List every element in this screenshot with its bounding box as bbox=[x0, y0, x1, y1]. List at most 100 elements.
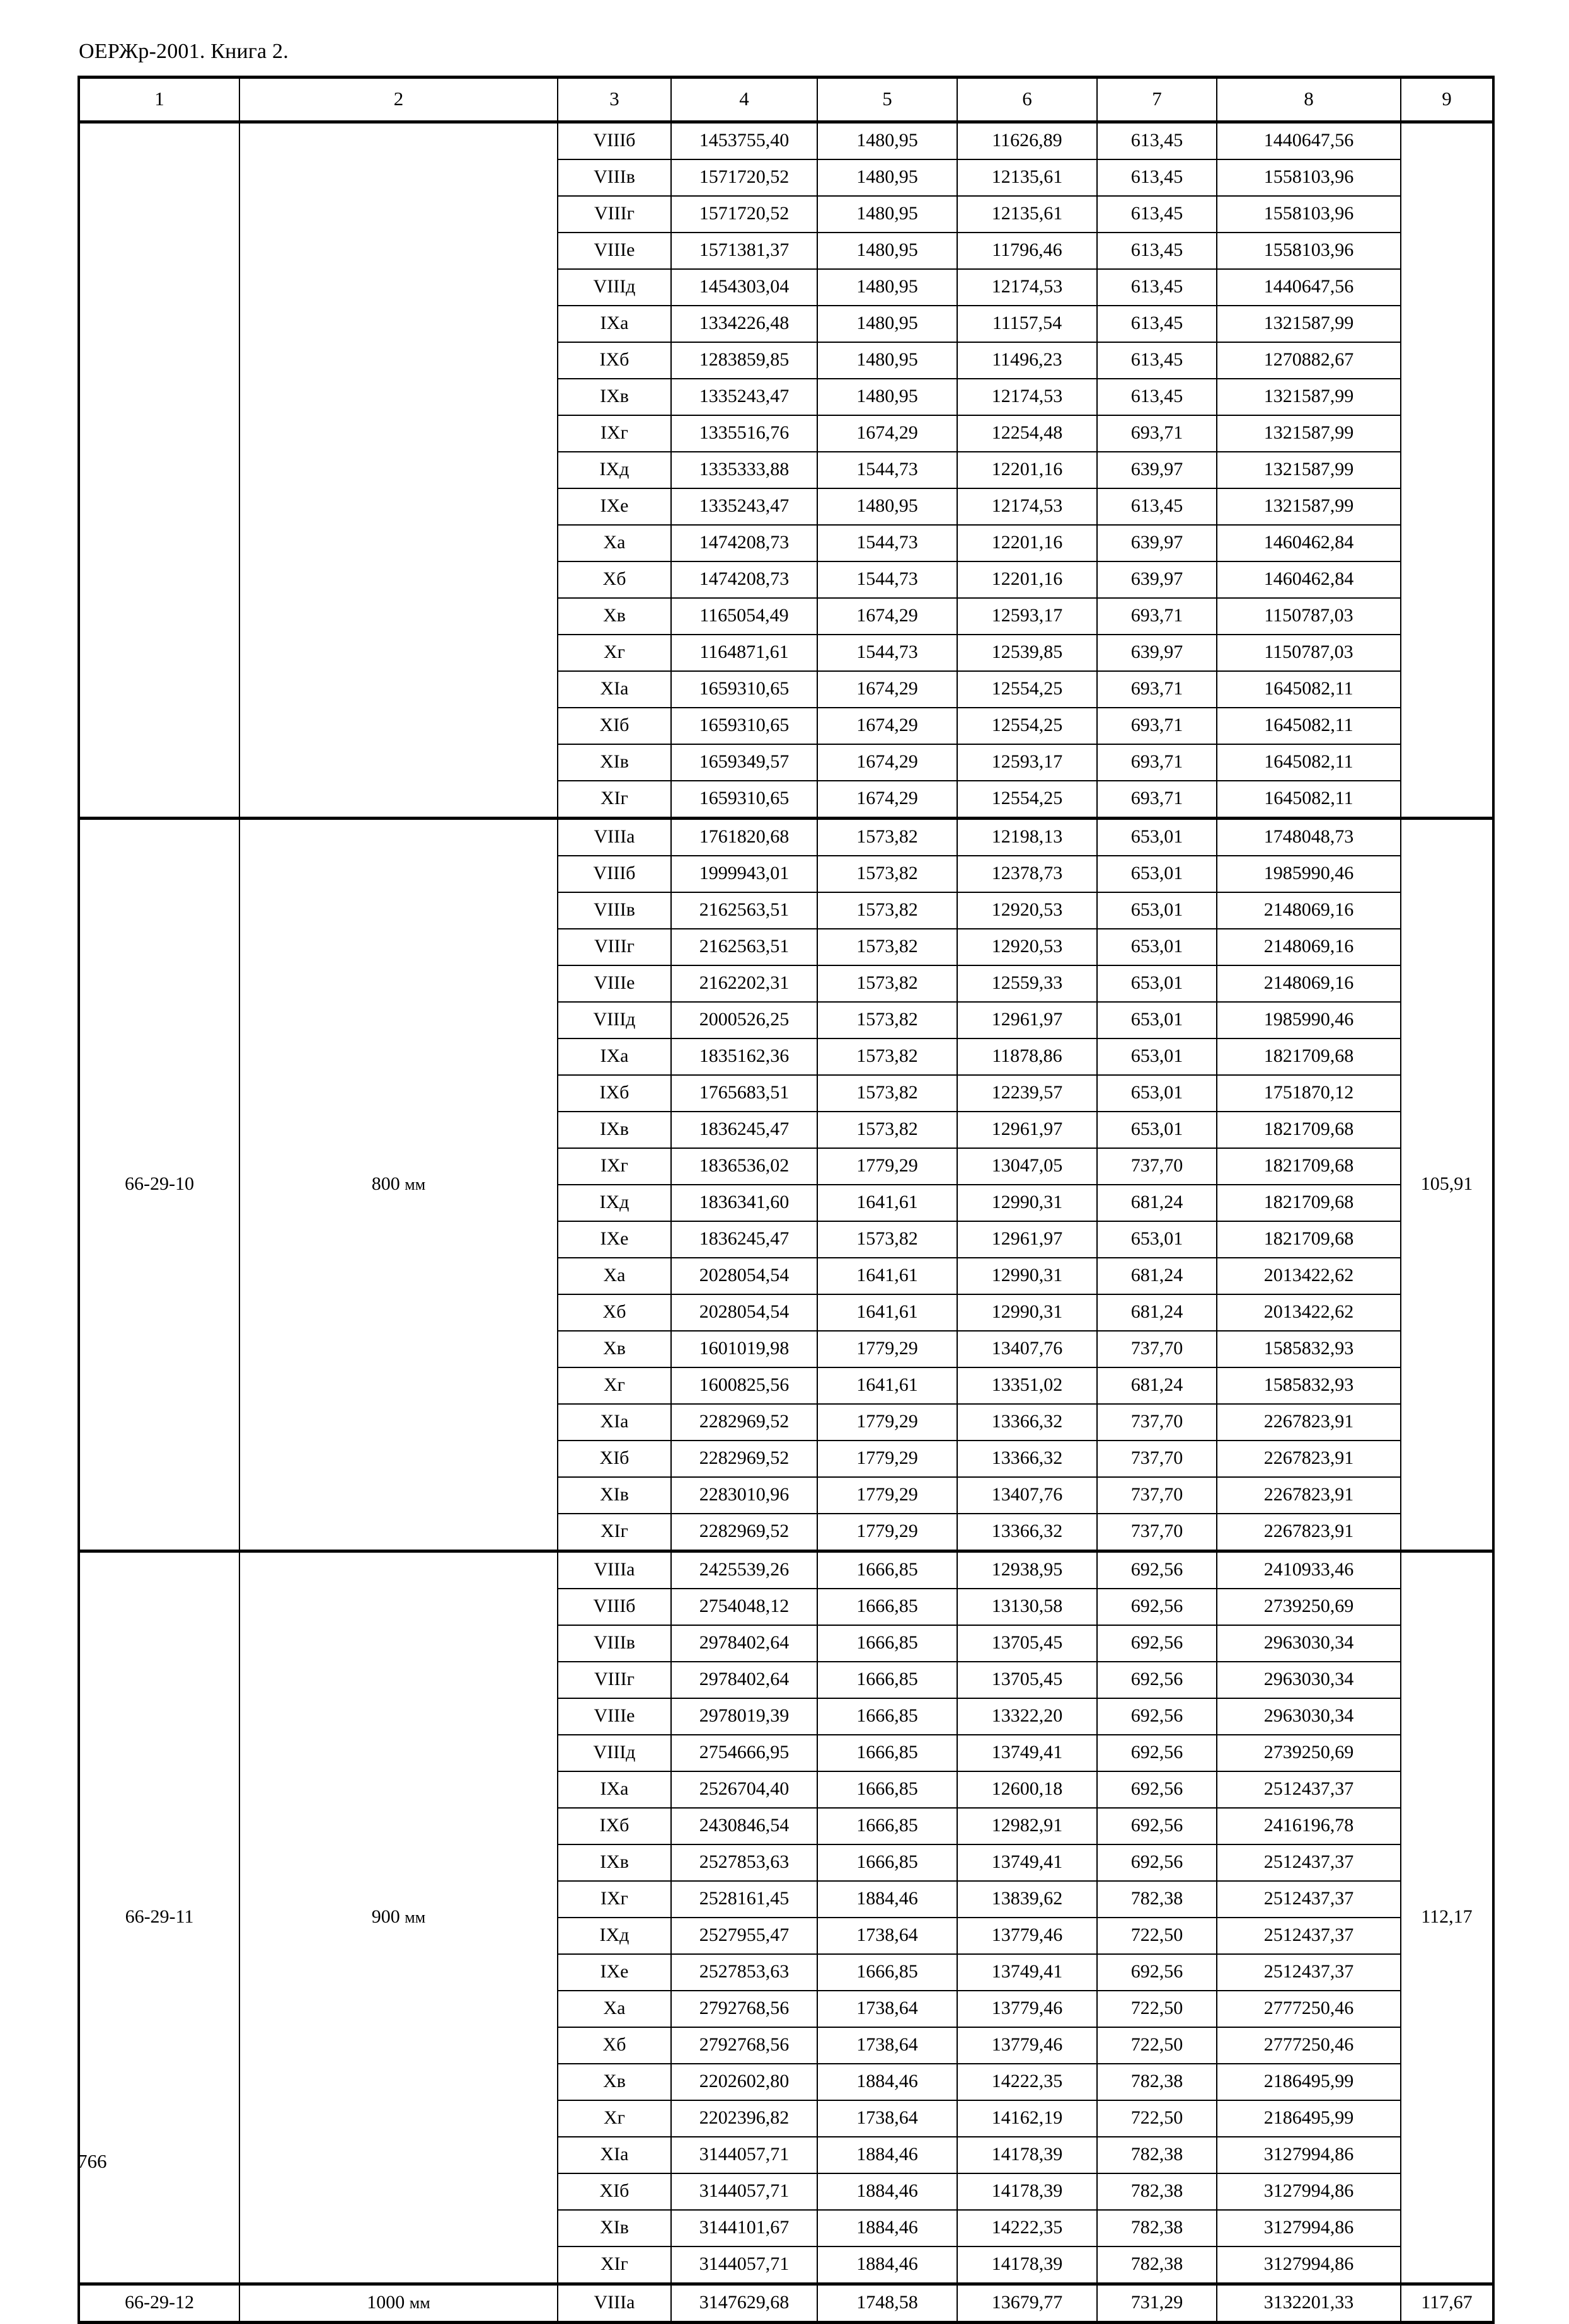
value-cell-c8: 3127994,86 bbox=[1216, 2246, 1401, 2285]
value-cell-c5: 1544,73 bbox=[817, 451, 958, 489]
resource-code-cell: 66-29-12 bbox=[78, 2282, 240, 2323]
table-row: IXв 1335243,47 1480,95 12174,53 613,45 132158… bbox=[79, 378, 1493, 416]
value-cell-c5: 1738,64 bbox=[817, 2100, 958, 2137]
value-cell-c8: 2777250,46 bbox=[1216, 1990, 1401, 2028]
value-cell-c4: 2528161,45 bbox=[670, 1880, 818, 1918]
value-cell-c8: 2512437,37 bbox=[1216, 1880, 1401, 1918]
value-cell-c5: 1544,73 bbox=[817, 634, 958, 672]
zone-code-cell: Xг bbox=[557, 1367, 672, 1405]
value-cell-c4: 2527853,63 bbox=[670, 1844, 818, 1882]
value-cell-c6: 13679,77 bbox=[957, 2282, 1098, 2323]
value-cell-c5: 1674,29 bbox=[817, 780, 958, 819]
column-number-2: 2 bbox=[239, 76, 558, 124]
value-cell-c4: 3144057,71 bbox=[670, 2246, 818, 2285]
value-cell-c5: 1480,95 bbox=[817, 232, 958, 270]
value-cell-c4: 2162563,51 bbox=[670, 928, 818, 966]
value-cell-c8: 1150787,03 bbox=[1216, 597, 1401, 635]
value-cell-c7: 693,71 bbox=[1096, 707, 1217, 745]
value-cell-c5: 1748,58 bbox=[817, 2282, 958, 2323]
zone-code-cell: IXе bbox=[557, 1953, 672, 1991]
value-cell-c5: 1544,73 bbox=[817, 561, 958, 599]
table-row: IXб 1283859,85 1480,95 11496,23 613,45 127088… bbox=[79, 342, 1493, 379]
value-cell-c7: 782,38 bbox=[1096, 2209, 1217, 2247]
value-cell-c7: 653,01 bbox=[1096, 1111, 1217, 1149]
value-cell-c7: 692,56 bbox=[1096, 1588, 1217, 1626]
table-row: XIб 1659310,65 1674,29 12554,25 693,71 164508… bbox=[79, 707, 1493, 745]
table-row: IXв 2527853,63 1666,85 13749,41 692,56 251243… bbox=[79, 1844, 1493, 1882]
value-cell-c8: 1460462,84 bbox=[1216, 524, 1401, 562]
value-cell-c5: 1641,61 bbox=[817, 1257, 958, 1295]
value-cell-c7: 692,56 bbox=[1096, 1771, 1217, 1809]
value-cell-c5: 1641,61 bbox=[817, 1184, 958, 1222]
zone-code-cell: IXв bbox=[557, 1111, 672, 1149]
zone-code-cell: IXд bbox=[557, 1917, 672, 1955]
value-cell-c8: 1440647,56 bbox=[1216, 268, 1401, 306]
value-cell-c8: 2267823,91 bbox=[1216, 1403, 1401, 1441]
value-cell-c6: 12201,16 bbox=[957, 524, 1098, 562]
value-cell-c7: 782,38 bbox=[1096, 1880, 1217, 1918]
value-cell-c4: 1474208,73 bbox=[670, 524, 818, 562]
value-cell-c7: 722,50 bbox=[1096, 1917, 1217, 1955]
table-row: VIIIб 2754048,12 1666,85 13130,58 692,56 2739… bbox=[79, 1588, 1493, 1626]
table-row: VIIIе 2162202,31 1573,82 12559,33 653,01 2148… bbox=[79, 965, 1493, 1003]
table-row: XIа 1659310,65 1674,29 12554,25 693,71 164508… bbox=[79, 670, 1493, 708]
zone-code-cell: XIв bbox=[557, 744, 672, 781]
value-cell-c5: 1666,85 bbox=[817, 1953, 958, 1991]
diameter-unit: мм bbox=[409, 2293, 430, 2312]
value-cell-c8: 2410933,46 bbox=[1216, 1550, 1401, 1589]
table-row: VIIIв 2162563,51 1573,82 12920,53 653,01 2148… bbox=[79, 892, 1493, 929]
value-cell-c7: 639,97 bbox=[1096, 561, 1217, 599]
value-cell-c8: 3132201,33 bbox=[1216, 2282, 1401, 2323]
value-cell-c6: 13407,76 bbox=[957, 1476, 1098, 1514]
value-cell-c7: 613,45 bbox=[1096, 268, 1217, 306]
value-cell-c7: 693,71 bbox=[1096, 415, 1217, 452]
value-cell-c6: 12961,97 bbox=[957, 1221, 1098, 1258]
value-cell-c4: 1659310,65 bbox=[670, 670, 818, 708]
value-cell-c6: 13749,41 bbox=[957, 1844, 1098, 1882]
value-cell-c7: 737,70 bbox=[1096, 1513, 1217, 1552]
value-cell-c8: 1321587,99 bbox=[1216, 378, 1401, 416]
value-cell-c8: 2963030,34 bbox=[1216, 1698, 1401, 1735]
value-cell-c4: 2028054,54 bbox=[670, 1257, 818, 1295]
value-cell-c4: 2430846,54 bbox=[670, 1807, 818, 1845]
value-cell-c6: 12135,61 bbox=[957, 159, 1098, 197]
value-cell-c6: 13779,46 bbox=[957, 2027, 1098, 2064]
value-cell-c6: 14162,19 bbox=[957, 2100, 1098, 2137]
table-row: XIв 1659349,57 1674,29 12593,17 693,71 164508… bbox=[79, 744, 1493, 781]
value-cell-c5: 1573,82 bbox=[817, 965, 958, 1003]
value-cell-c6: 13130,58 bbox=[957, 1588, 1098, 1626]
value-cell-c4: 1335333,88 bbox=[670, 451, 818, 489]
value-cell-c6: 12378,73 bbox=[957, 855, 1098, 893]
value-cell-c6: 12961,97 bbox=[957, 1111, 1098, 1149]
value-cell-c4: 2527955,47 bbox=[670, 1917, 818, 1955]
value-cell-c8: 1585832,93 bbox=[1216, 1367, 1401, 1405]
value-cell-c7: 653,01 bbox=[1096, 855, 1217, 893]
value-cell-c6: 12961,97 bbox=[957, 1001, 1098, 1039]
zone-code-cell: Xг bbox=[557, 634, 672, 672]
value-cell-c8: 1558103,96 bbox=[1216, 195, 1401, 233]
value-cell-c8: 1150787,03 bbox=[1216, 634, 1401, 672]
value-cell-c5: 1480,95 bbox=[817, 195, 958, 233]
value-cell-c4: 2792768,56 bbox=[670, 1990, 818, 2028]
value-cell-c6: 13839,62 bbox=[957, 1880, 1098, 1918]
value-cell-c6: 13047,05 bbox=[957, 1148, 1098, 1185]
value-cell-c5: 1666,85 bbox=[817, 1588, 958, 1626]
value-cell-c4: 1836245,47 bbox=[670, 1111, 818, 1149]
zone-code-cell: IXд bbox=[557, 1184, 672, 1222]
value-cell-c4: 1571720,52 bbox=[670, 195, 818, 233]
zone-code-cell: XIа bbox=[557, 2136, 672, 2174]
value-cell-c6: 13322,20 bbox=[957, 1698, 1098, 1735]
zone-code-cell: VIIIе bbox=[557, 232, 672, 270]
table-row: IXг 2528161,45 1884,46 13839,62 782,38 251243… bbox=[79, 1880, 1493, 1918]
diameter-unit: мм bbox=[405, 1175, 426, 1194]
value-cell-c5: 1779,29 bbox=[817, 1148, 958, 1185]
zone-code-cell: Xа bbox=[557, 1257, 672, 1295]
mass-cell bbox=[1400, 120, 1494, 819]
value-cell-c4: 2978402,64 bbox=[670, 1661, 818, 1699]
value-cell-c6: 14222,35 bbox=[957, 2063, 1098, 2101]
value-cell-c5: 1884,46 bbox=[817, 2246, 958, 2285]
table-row: VIIIб 1999943,01 1573,82 12378,73 653,01 1985… bbox=[79, 855, 1493, 893]
value-cell-c5: 1573,82 bbox=[817, 1001, 958, 1039]
table-row: Xб 1474208,73 1544,73 12201,16 639,97 1460462… bbox=[79, 561, 1493, 599]
